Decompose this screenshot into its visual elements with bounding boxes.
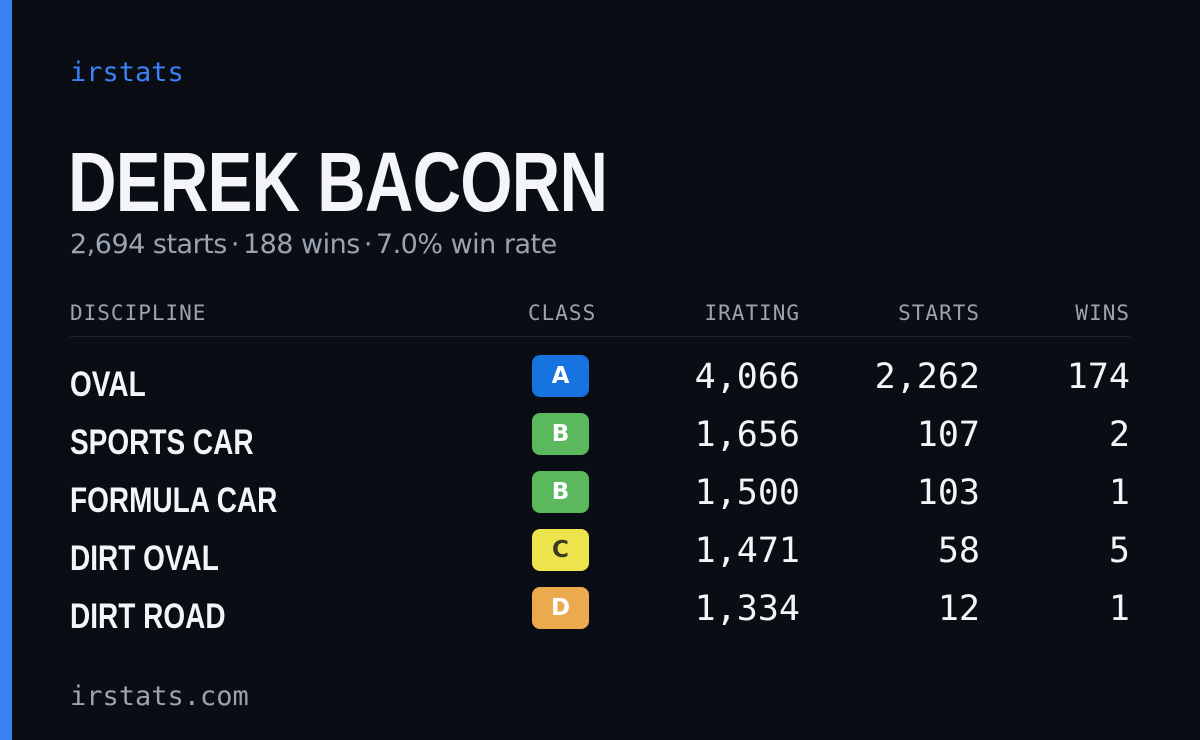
- row-wins: 2: [1108, 415, 1130, 455]
- driver-name: DEREK BACORN: [68, 135, 608, 229]
- row-discipline: FORMULA CAR: [70, 481, 278, 520]
- class-badge: B: [532, 471, 589, 513]
- row-wins: 5: [1108, 531, 1130, 571]
- header-wins: WINS: [1075, 301, 1130, 325]
- accent-bar: [0, 0, 12, 740]
- table-header: DISCIPLINE CLASS IRATING STARTS WINS: [70, 296, 1130, 337]
- class-badge: A: [532, 355, 589, 397]
- class-badge: D: [532, 587, 589, 629]
- row-irating: 1,500: [694, 473, 800, 513]
- summary-separator: ·: [230, 229, 240, 260]
- row-wins: 174: [1066, 357, 1130, 397]
- class-badge: B: [532, 413, 589, 455]
- header-class: CLASS: [528, 301, 597, 325]
- row-starts: 12: [937, 589, 980, 629]
- row-discipline: OVAL: [70, 365, 146, 404]
- row-starts: 2,262: [874, 357, 980, 397]
- discipline-table: DISCIPLINE CLASS IRATING STARTS WINS OVA…: [70, 296, 1130, 641]
- row-starts: 107: [916, 415, 980, 455]
- class-badge: C: [532, 529, 589, 571]
- row-irating: 1,334: [694, 589, 800, 629]
- row-irating: 1,656: [694, 415, 800, 455]
- table-body: OVAL A 4,066 2,262 174 SPORTS CAR B 1,65…: [70, 351, 1130, 641]
- table-row: SPORTS CAR B 1,656 107 2: [70, 409, 1130, 467]
- summary-separator: ·: [363, 229, 373, 260]
- summary-win-rate: 7.0% win rate: [375, 229, 557, 260]
- row-wins: 1: [1108, 589, 1130, 629]
- table-row: OVAL A 4,066 2,262 174: [70, 351, 1130, 409]
- summary-starts: 2,694 starts: [70, 229, 227, 260]
- row-discipline: SPORTS CAR: [70, 423, 254, 462]
- table-row: DIRT ROAD D 1,334 12 1: [70, 583, 1130, 641]
- row-irating: 4,066: [694, 357, 800, 397]
- driver-summary: 2,694 starts · 188 wins · 7.0% win rate: [70, 228, 557, 262]
- header-starts: STARTS: [898, 301, 980, 325]
- row-starts: 58: [937, 531, 980, 571]
- table-row: DIRT OVAL C 1,471 58 5: [70, 525, 1130, 583]
- row-discipline: DIRT ROAD: [70, 597, 226, 636]
- footer-url: irstats.com: [70, 681, 249, 712]
- summary-wins: 188 wins: [242, 229, 360, 260]
- header-discipline: DISCIPLINE: [70, 301, 207, 325]
- table-row: FORMULA CAR B 1,500 103 1: [70, 467, 1130, 525]
- brand-logo-text: irstats: [70, 57, 184, 88]
- header-irating: IRATING: [704, 301, 800, 325]
- row-discipline: DIRT OVAL: [70, 539, 219, 578]
- row-wins: 1: [1108, 473, 1130, 513]
- row-starts: 103: [916, 473, 980, 513]
- row-irating: 1,471: [694, 531, 800, 571]
